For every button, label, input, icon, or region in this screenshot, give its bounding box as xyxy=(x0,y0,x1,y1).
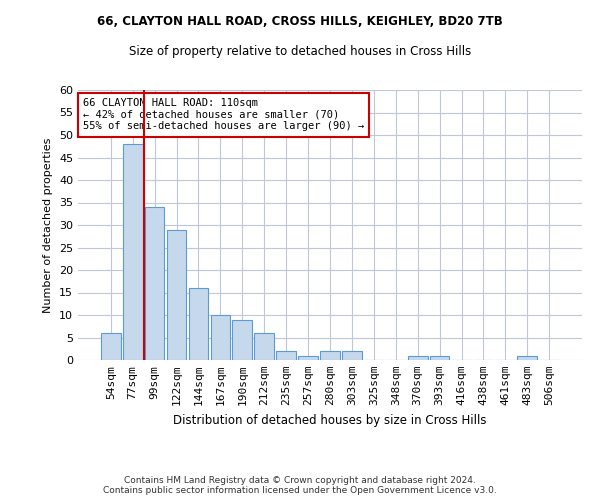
Bar xyxy=(101,333,121,360)
Bar xyxy=(254,333,274,360)
Bar xyxy=(211,315,230,360)
Bar xyxy=(123,144,143,360)
Bar xyxy=(408,356,428,360)
Text: Size of property relative to detached houses in Cross Hills: Size of property relative to detached ho… xyxy=(129,45,471,58)
Text: Contains HM Land Registry data © Crown copyright and database right 2024.
Contai: Contains HM Land Registry data © Crown c… xyxy=(103,476,497,495)
Text: 66, CLAYTON HALL ROAD, CROSS HILLS, KEIGHLEY, BD20 7TB: 66, CLAYTON HALL ROAD, CROSS HILLS, KEIG… xyxy=(97,15,503,28)
Bar xyxy=(276,351,296,360)
X-axis label: Distribution of detached houses by size in Cross Hills: Distribution of detached houses by size … xyxy=(173,414,487,426)
Bar xyxy=(517,356,537,360)
Bar xyxy=(320,351,340,360)
Bar xyxy=(342,351,362,360)
Bar xyxy=(167,230,187,360)
Y-axis label: Number of detached properties: Number of detached properties xyxy=(43,138,53,312)
Bar xyxy=(298,356,318,360)
Bar xyxy=(232,320,252,360)
Bar xyxy=(145,207,164,360)
Bar xyxy=(430,356,449,360)
Bar xyxy=(188,288,208,360)
Text: 66 CLAYTON HALL ROAD: 110sqm
← 42% of detached houses are smaller (70)
55% of se: 66 CLAYTON HALL ROAD: 110sqm ← 42% of de… xyxy=(83,98,364,132)
